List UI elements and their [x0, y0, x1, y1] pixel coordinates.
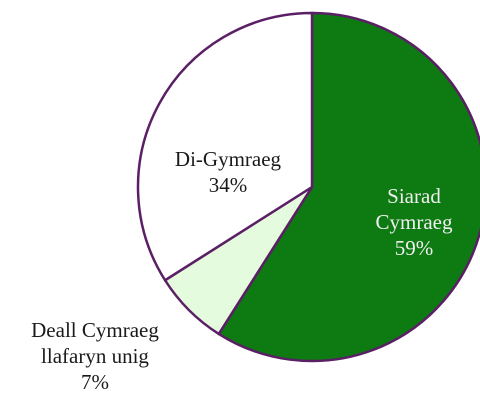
value-label: 59% — [394, 236, 434, 260]
value-label: 7% — [81, 370, 109, 394]
slice-label: Di-Gymraeg 34% — [158, 146, 298, 198]
value-label: 34% — [208, 173, 248, 197]
slice-label: Siarad Cymraeg 59% — [367, 183, 462, 261]
pie-slice — [217, 11, 480, 363]
pie-slice — [136, 11, 314, 282]
category-label: Deall Cymraeg llafaryn unig — [31, 318, 159, 368]
category-label: Siarad Cymraeg — [375, 184, 453, 234]
category-label: Di-Gymraeg — [174, 147, 282, 171]
slice-label: Deall Cymraeg llafaryn unig 7% — [10, 317, 180, 395]
